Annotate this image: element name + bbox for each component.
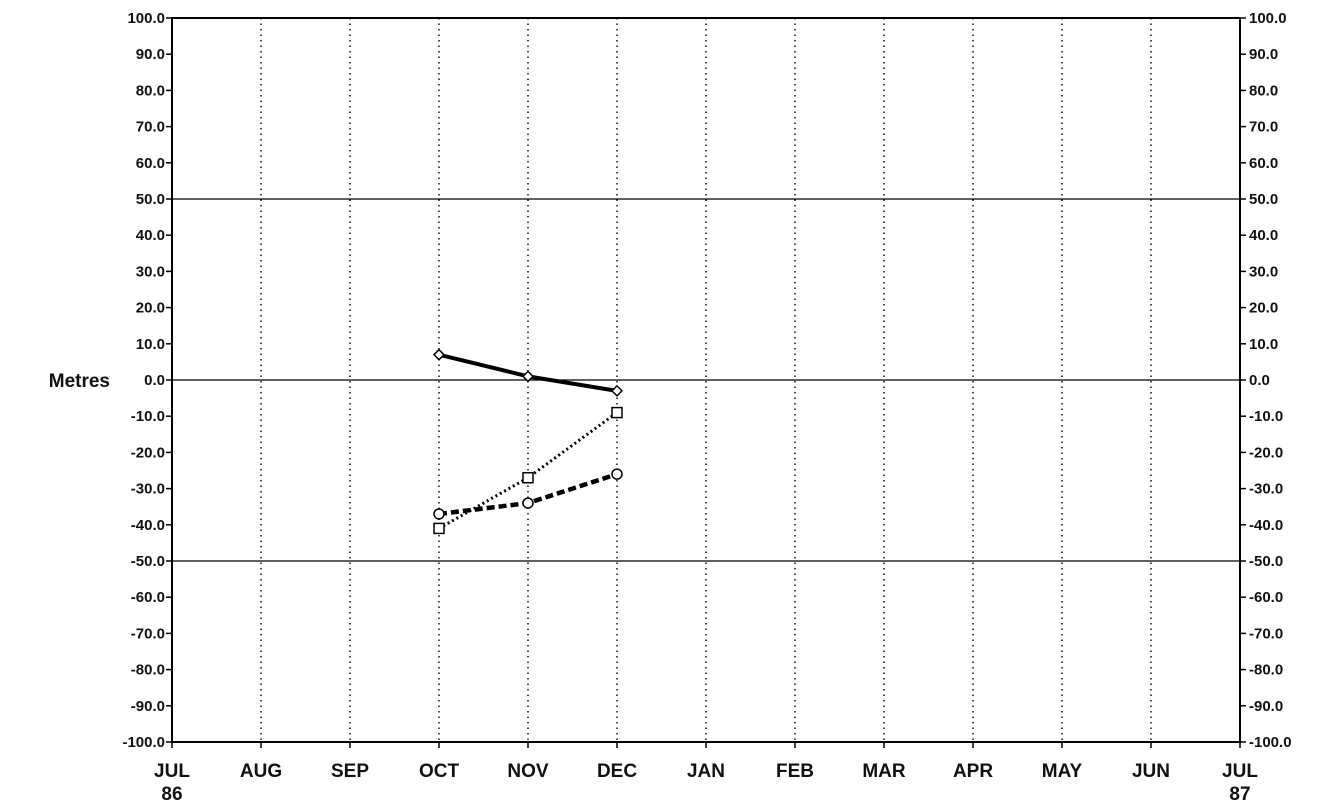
y-tick-label: -60.0 bbox=[1249, 589, 1283, 606]
y-tick-label: -90.0 bbox=[1249, 698, 1283, 715]
y-tick-label: 90.0 bbox=[1249, 46, 1278, 63]
diamond-marker bbox=[521, 370, 535, 383]
y-tick-label: 70.0 bbox=[136, 119, 165, 136]
series-layer bbox=[432, 348, 624, 535]
y-tick-label: 0.0 bbox=[144, 372, 165, 389]
y-tick-label: -70.0 bbox=[131, 625, 165, 642]
y-tick-label: 20.0 bbox=[1249, 300, 1278, 317]
x-tick-label: JUN bbox=[1132, 761, 1170, 782]
y-tick-label: -80.0 bbox=[131, 662, 165, 679]
reference-lines bbox=[172, 198, 1240, 562]
y-tick-label: 70.0 bbox=[1249, 119, 1278, 136]
y-axis-left: 100.0 90.0 80.0 70.0 60.0 50.0 40.0 30.0 20.0 10.… bbox=[122, 10, 172, 751]
y-axis-right: 100.0 90.0 80.0 70.0 60.0 50.0 40.0 30.0 20.0 10.… bbox=[1240, 10, 1292, 751]
x-tick-label: NOV bbox=[507, 761, 549, 782]
x-tick-label: DEC bbox=[597, 761, 637, 782]
y-tick-label: -90.0 bbox=[131, 698, 165, 715]
x-tick-year-label: 87 bbox=[1229, 784, 1250, 805]
y-tick-label: -30.0 bbox=[1249, 481, 1283, 498]
circle-marker bbox=[522, 497, 534, 509]
y-tick-label: -70.0 bbox=[1249, 625, 1283, 642]
y-axis-title: Metres bbox=[49, 371, 110, 392]
series-line-2 bbox=[438, 411, 618, 530]
y-tick-label: -100.0 bbox=[1249, 734, 1292, 751]
y-tick-label: 50.0 bbox=[136, 191, 165, 208]
diamond-marker bbox=[610, 384, 624, 397]
y-tick-label: -20.0 bbox=[1249, 444, 1283, 461]
y-tick-label: -80.0 bbox=[1249, 662, 1283, 679]
x-tick-label: APR bbox=[953, 761, 993, 782]
circle-marker bbox=[611, 468, 623, 480]
square-marker bbox=[522, 471, 534, 484]
y-tick-label: -50.0 bbox=[1249, 553, 1283, 570]
x-tick-label: AUG bbox=[240, 761, 282, 782]
y-tick-label: 50.0 bbox=[1249, 191, 1278, 208]
y-tick-label: -100.0 bbox=[122, 734, 165, 751]
y-tick-label: 60.0 bbox=[136, 155, 165, 172]
y-tick-label: -40.0 bbox=[1249, 517, 1283, 534]
x-tick-label: MAR bbox=[862, 761, 906, 782]
y-tick-label: 30.0 bbox=[136, 263, 165, 280]
square-marker bbox=[433, 522, 445, 535]
x-tick-label: JUL bbox=[154, 761, 190, 782]
y-tick-label: 30.0 bbox=[1249, 263, 1278, 280]
x-tick-label: FEB bbox=[776, 761, 814, 782]
y-tick-label: 100.0 bbox=[1249, 10, 1287, 27]
y-tick-label: 40.0 bbox=[136, 227, 165, 244]
x-tick-label: OCT bbox=[419, 761, 460, 782]
circle-marker bbox=[433, 508, 445, 520]
y-tick-label: 40.0 bbox=[1249, 227, 1278, 244]
y-tick-label: -30.0 bbox=[131, 481, 165, 498]
y-tick-label: -20.0 bbox=[131, 444, 165, 461]
y-tick-label: -10.0 bbox=[1249, 408, 1283, 425]
x-tick-year-label: 86 bbox=[161, 784, 182, 805]
x-tick-label: SEP bbox=[331, 761, 369, 782]
diamond-marker bbox=[432, 348, 446, 361]
y-tick-label: 100.0 bbox=[127, 10, 165, 27]
y-tick-label: 80.0 bbox=[1249, 82, 1278, 99]
x-tick-label: MAY bbox=[1042, 761, 1083, 782]
y-tick-label: -50.0 bbox=[131, 553, 165, 570]
y-tick-label: -40.0 bbox=[131, 517, 165, 534]
y-tick-label: 20.0 bbox=[136, 300, 165, 317]
square-marker bbox=[611, 406, 623, 419]
x-tick-label: JAN bbox=[687, 761, 725, 782]
y-tick-label: 0.0 bbox=[1249, 372, 1270, 389]
y-tick-label: 10.0 bbox=[136, 336, 165, 353]
y-tick-label: 80.0 bbox=[136, 82, 165, 99]
y-tick-label: 60.0 bbox=[1249, 155, 1278, 172]
y-tick-label: -10.0 bbox=[131, 408, 165, 425]
y-tick-label: -60.0 bbox=[131, 589, 165, 606]
x-tick-label: JUL bbox=[1222, 761, 1258, 782]
y-tick-label: 90.0 bbox=[136, 46, 165, 63]
y-tick-label: 10.0 bbox=[1249, 336, 1278, 353]
